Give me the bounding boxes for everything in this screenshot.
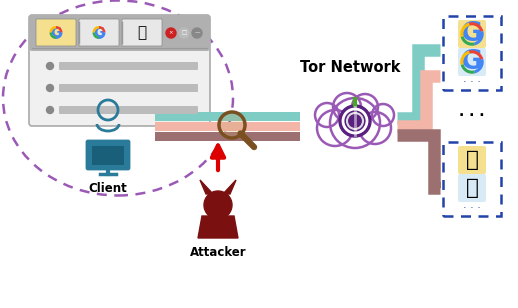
Text: 🐦: 🐦 [466,178,479,198]
Text: —: — [194,30,200,35]
Circle shape [47,63,53,70]
Bar [155,132,300,140]
Text: · · ·: · · · [463,77,481,87]
Circle shape [166,28,176,38]
Text: Tor Network: Tor Network [300,60,400,75]
Polygon shape [200,180,213,194]
Text: G: G [93,26,105,39]
FancyBboxPatch shape [458,48,486,76]
Polygon shape [198,216,238,238]
Text: 🐦: 🐦 [466,150,479,170]
FancyBboxPatch shape [458,146,486,174]
FancyBboxPatch shape [36,19,76,46]
FancyBboxPatch shape [29,15,210,51]
Text: G: G [50,26,62,39]
Circle shape [204,191,232,219]
Circle shape [47,84,53,91]
Text: Client: Client [89,182,127,195]
Circle shape [333,93,361,121]
Text: G: G [461,49,483,75]
FancyBboxPatch shape [458,174,486,202]
Text: ×: × [169,30,174,35]
Circle shape [339,105,371,137]
Text: G: G [461,21,483,47]
Circle shape [372,104,394,126]
FancyBboxPatch shape [59,84,198,92]
Circle shape [315,103,339,127]
Text: 🐦: 🐦 [137,25,147,40]
Text: □: □ [181,30,186,35]
FancyBboxPatch shape [59,62,198,70]
FancyBboxPatch shape [59,106,198,114]
FancyBboxPatch shape [122,19,162,46]
FancyBboxPatch shape [87,141,129,169]
FancyBboxPatch shape [92,146,124,165]
FancyBboxPatch shape [29,15,210,126]
Circle shape [330,98,380,148]
Polygon shape [223,180,236,194]
FancyBboxPatch shape [79,19,119,46]
Text: Attacker: Attacker [190,246,247,259]
Circle shape [47,107,53,114]
Circle shape [219,112,245,138]
Circle shape [192,28,202,38]
Circle shape [352,94,378,120]
Text: · · ·: · · · [459,109,485,123]
FancyBboxPatch shape [32,18,207,48]
Circle shape [359,112,391,144]
Circle shape [317,110,353,146]
Bar [155,111,300,120]
Text: · · ·: · · · [463,203,481,213]
Circle shape [179,28,189,38]
Bar [155,121,300,131]
FancyBboxPatch shape [458,20,486,48]
